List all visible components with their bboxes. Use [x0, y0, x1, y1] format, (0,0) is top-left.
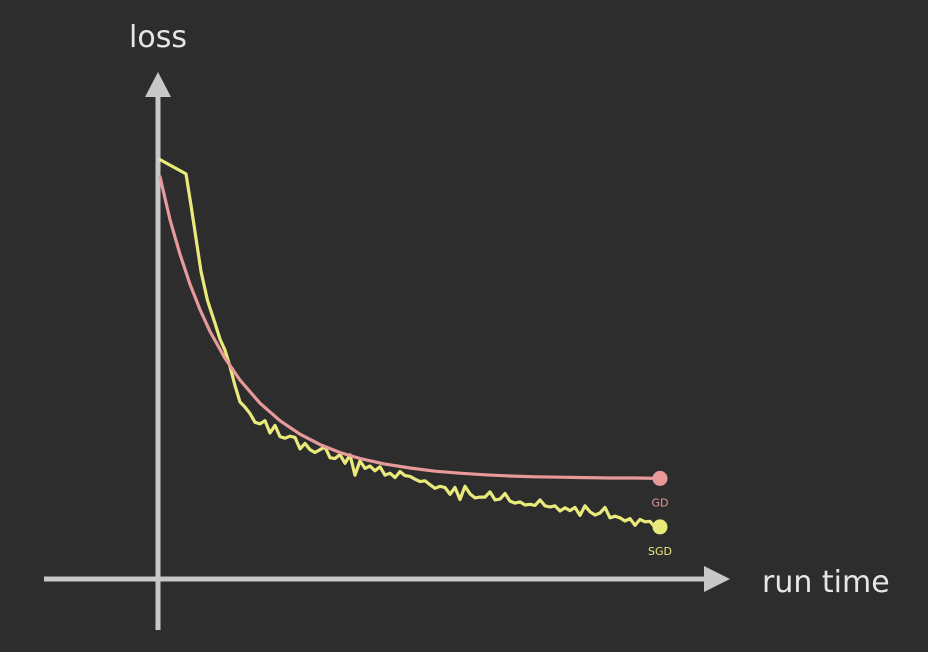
sgd-label: SGD [648, 545, 672, 558]
gd-label: GD [652, 496, 669, 509]
y-axis-title: loss [129, 20, 187, 55]
x-axis-title: run time [762, 565, 890, 600]
series-gd: GD [158, 175, 669, 509]
series-sgd: SGD [158, 158, 672, 558]
sgd-endpoint-marker [652, 519, 668, 535]
x-axis [44, 566, 730, 592]
gd-endpoint-marker [652, 470, 668, 486]
y-axis [145, 72, 171, 630]
gd-line [158, 175, 662, 480]
sgd-line [158, 158, 662, 529]
y-axis-arrow-icon [145, 72, 171, 97]
series-layer: SGD GD [158, 158, 672, 558]
x-axis-arrow-icon [704, 566, 730, 592]
